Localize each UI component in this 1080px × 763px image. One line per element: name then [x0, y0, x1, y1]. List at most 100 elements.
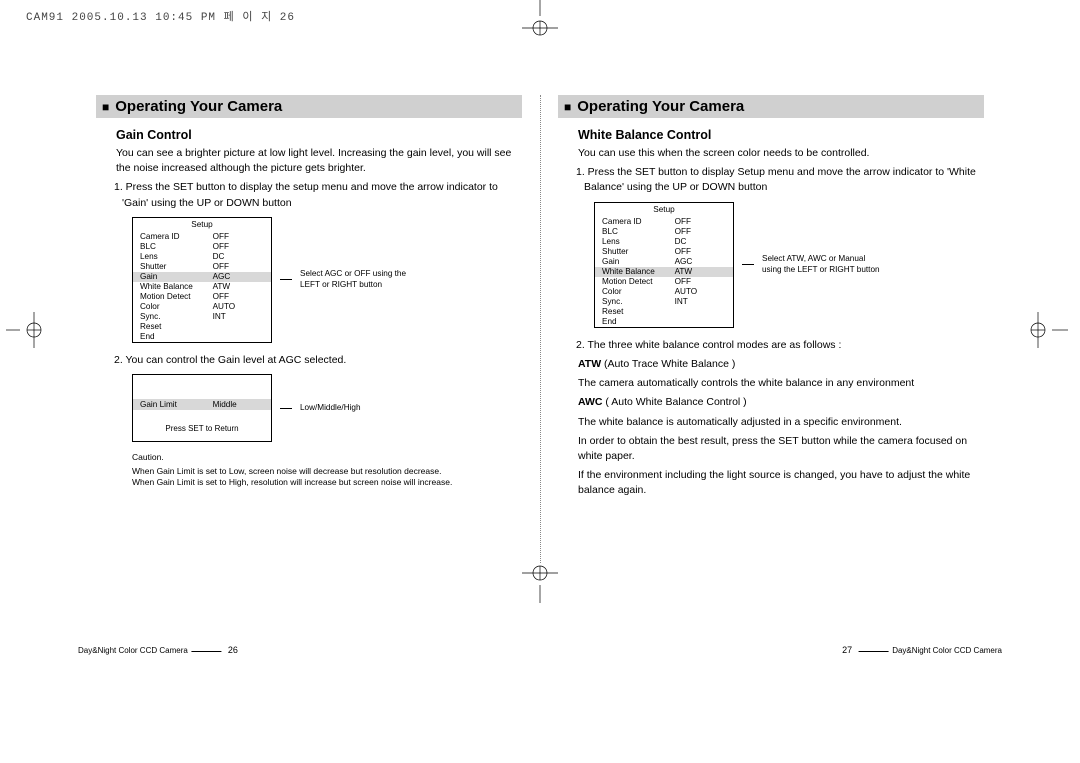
box-note-r: Select ATW, AWC or Manual using the LEFT…	[762, 254, 882, 275]
step1: 1. Press the SET button to display the s…	[122, 180, 522, 210]
setup-value: INT	[675, 297, 726, 306]
crop-mark-left	[6, 310, 50, 350]
section-header-left: ■ Operating Your Camera	[96, 95, 522, 118]
setup-row: Camera IDOFF	[595, 217, 733, 227]
setup-row: GainAGC	[595, 257, 733, 267]
caution-title: Caution.	[132, 452, 522, 463]
section-header-right: ■ Operating Your Camera	[558, 95, 984, 118]
bullet-icon: ■	[564, 100, 571, 114]
crop-mark-right	[1024, 310, 1068, 350]
setup-value: OFF	[675, 217, 726, 226]
setup-value: ATW	[213, 282, 264, 291]
subtitle-gain: Gain Control	[116, 128, 522, 142]
content-area: ■ Operating Your Camera Gain Control You…	[78, 95, 1002, 563]
setup-key: Motion Detect	[140, 292, 213, 301]
awc-desc2: In order to obtain the best result, pres…	[578, 434, 984, 464]
setup-row: ShutterOFF	[133, 262, 271, 272]
setup-key: BLC	[602, 227, 675, 236]
caution-2: When Gain Limit is set to High, resoluti…	[132, 477, 522, 488]
setup-title-r: Setup	[595, 203, 733, 217]
setup-value: OFF	[213, 232, 264, 241]
setup-row: ColorAUTO	[595, 287, 733, 297]
atw-paren: (Auto Trace White Balance )	[601, 358, 735, 370]
setup-value: OFF	[213, 292, 264, 301]
setup-row: LensDC	[133, 252, 271, 262]
setup-box-wrap-r: Setup Camera IDOFFBLCOFFLensDCShutterOFF…	[594, 202, 984, 328]
print-info-header: CAM91 2005.10.13 10:45 PM 페 이 지 26	[26, 8, 295, 24]
setup-row: ColorAUTO	[133, 302, 271, 312]
leader-line	[280, 279, 292, 280]
setup-row: Sync.INT	[133, 312, 271, 322]
intro-text-r: You can use this when the screen color n…	[578, 146, 984, 161]
setup-key: Gain	[140, 272, 213, 281]
setup-row: ShutterOFF	[595, 247, 733, 257]
atw-bold: ATW	[578, 358, 601, 370]
setup-row: BLCOFF	[595, 227, 733, 237]
box-note: Select AGC or OFF using the LEFT or RIGH…	[300, 269, 420, 290]
setup-row: GainAGC	[133, 272, 271, 282]
footer-left: Day&Night Color CCD Camera 26	[78, 645, 240, 655]
setup-value: OFF	[675, 227, 726, 236]
leader-line-2	[280, 408, 292, 409]
setup-value: AGC	[675, 257, 726, 266]
setup-value: AUTO	[213, 302, 264, 311]
bullet-icon: ■	[102, 100, 109, 114]
gain-limit-box: Gain Limit Middle Press SET to Return	[132, 374, 272, 442]
gain-limit-value: Middle	[213, 400, 264, 409]
gain-box-wrap: Gain Limit Middle Press SET to Return Lo…	[132, 374, 522, 442]
subtitle-wb: White Balance Control	[578, 128, 984, 142]
setup-key: Lens	[602, 237, 675, 246]
step2-r: 2. The three white balance control modes…	[584, 338, 984, 353]
intro-text: You can see a brighter picture at low li…	[116, 146, 522, 176]
setup-row: White BalanceATW	[133, 282, 271, 292]
gain-limit-label: Gain Limit	[140, 400, 213, 409]
setup-row: LensDC	[595, 237, 733, 247]
setup-key: Sync.	[140, 312, 213, 321]
setup-value: INT	[213, 312, 264, 321]
footer-line-r	[858, 651, 891, 656]
setup-row: Camera IDOFF	[133, 232, 271, 242]
left-page: ■ Operating Your Camera Gain Control You…	[78, 95, 540, 563]
setup-row: Motion DetectOFF	[133, 292, 271, 302]
awc-paren: ( Auto White Balance Control )	[603, 396, 747, 408]
setup-value: ATW	[675, 267, 726, 276]
setup-row: Reset	[133, 322, 271, 332]
awc-desc3: If the environment including the light s…	[578, 468, 984, 498]
setup-box-wrap-1: Setup Camera IDOFFBLCOFFLensDCShutterOFF…	[132, 217, 522, 343]
setup-row: BLCOFF	[133, 242, 271, 252]
footer-label: Day&Night Color CCD Camera	[78, 646, 188, 655]
crop-mark-bottom	[520, 563, 560, 603]
press-set: Press SET to Return	[133, 424, 271, 433]
atw-line: ATW (Auto Trace White Balance )	[578, 357, 984, 372]
step2: 2. You can control the Gain level at AGC…	[122, 353, 522, 368]
crop-mark-top	[520, 0, 560, 38]
setup-key: Color	[602, 287, 675, 296]
setup-key: Gain	[602, 257, 675, 266]
setup-key: Color	[140, 302, 213, 311]
setup-key: Motion Detect	[602, 277, 675, 286]
setup-value: DC	[675, 237, 726, 246]
caution-block: Caution. When Gain Limit is set to Low, …	[132, 452, 522, 488]
setup-key: Shutter	[602, 247, 675, 256]
awc-bold: AWC	[578, 396, 603, 408]
setup-key: Camera ID	[602, 217, 675, 226]
leader-line-r	[742, 264, 754, 265]
setup-row: End	[133, 332, 271, 342]
setup-menu-box: Setup Camera IDOFFBLCOFFLensDCShutterOFF…	[132, 217, 272, 343]
setup-title: Setup	[133, 218, 271, 232]
caution-1: When Gain Limit is set to Low, screen no…	[132, 466, 522, 477]
setup-row: White BalanceATW	[595, 267, 733, 277]
setup-key: Shutter	[140, 262, 213, 271]
footer-label-r: Day&Night Color CCD Camera	[892, 646, 1002, 655]
step1-r: 1. Press the SET button to display Setup…	[584, 165, 984, 195]
setup-key: White Balance	[602, 267, 675, 276]
section-title: Operating Your Camera	[115, 98, 282, 115]
footer-right: 27 Day&Night Color CCD Camera	[840, 645, 1002, 655]
setup-value: OFF	[213, 262, 264, 271]
setup-value: OFF	[675, 277, 726, 286]
setup-key: Sync.	[602, 297, 675, 306]
setup-row: Reset	[595, 307, 733, 317]
setup-key: Lens	[140, 252, 213, 261]
setup-value: OFF	[675, 247, 726, 256]
setup-menu-box-r: Setup Camera IDOFFBLCOFFLensDCShutterOFF…	[594, 202, 734, 328]
